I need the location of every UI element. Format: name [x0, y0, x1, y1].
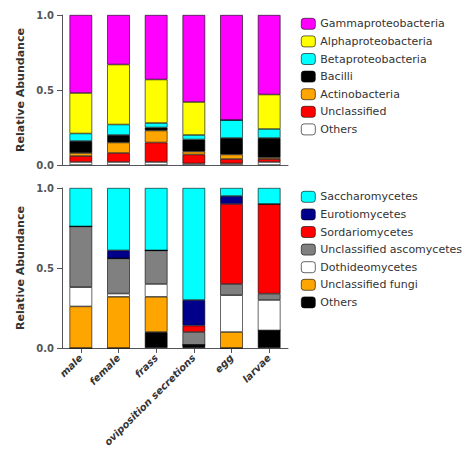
- svg-text:Relative Abundance: Relative Abundance: [14, 28, 27, 152]
- svg-text:Saccharomycetes: Saccharomycetes: [320, 190, 418, 203]
- svg-text:Relative Abundance: Relative Abundance: [14, 206, 27, 330]
- svg-text:1.0: 1.0: [36, 10, 54, 21]
- svg-text:male: male: [58, 352, 85, 379]
- svg-text:0.5: 0.5: [36, 263, 54, 274]
- svg-text:Betaproteobacteria: Betaproteobacteria: [320, 53, 426, 66]
- svg-text:Unclassified ascomycetes: Unclassified ascomycetes: [320, 243, 462, 256]
- svg-text:Bacilli: Bacilli: [320, 70, 353, 83]
- svg-text:Unclassified fungi: Unclassified fungi: [320, 278, 417, 291]
- svg-text:Alphaproteobacteria: Alphaproteobacteria: [320, 35, 432, 48]
- svg-text:Sordariomycetes: Sordariomycetes: [320, 226, 413, 239]
- svg-text:frass: frass: [133, 352, 161, 380]
- svg-text:larvae: larvae: [240, 352, 273, 385]
- svg-text:1.0: 1.0: [36, 183, 54, 194]
- svg-text:0.5: 0.5: [36, 85, 54, 96]
- svg-text:Others: Others: [320, 296, 357, 309]
- svg-text:female: female: [87, 352, 122, 387]
- svg-text:Dothideomycetes: Dothideomycetes: [320, 261, 417, 274]
- svg-text:0.0: 0.0: [36, 343, 54, 354]
- svg-text:Others: Others: [320, 123, 357, 136]
- svg-text:Unclassified: Unclassified: [320, 105, 386, 118]
- svg-text:egg: egg: [213, 352, 236, 375]
- svg-text:oviposition secretions: oviposition secretions: [102, 352, 198, 448]
- svg-text:Eurotiomycetes: Eurotiomycetes: [320, 208, 406, 221]
- svg-text:0.0: 0.0: [36, 160, 54, 171]
- svg-text:Actinobacteria: Actinobacteria: [320, 88, 400, 101]
- svg-text:Gammaproteobacteria: Gammaproteobacteria: [320, 17, 444, 30]
